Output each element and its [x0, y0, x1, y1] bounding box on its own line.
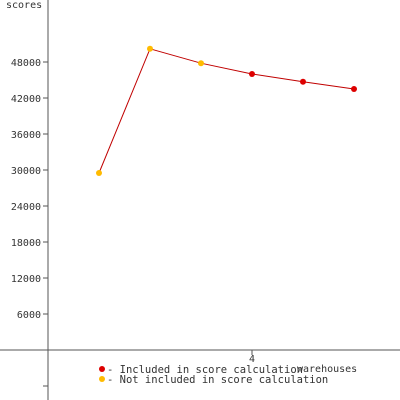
x-axis-label: warehouses	[297, 364, 357, 375]
y-tick-label: 24000	[11, 202, 41, 213]
legend: - Included in score calculation - Not in…	[99, 364, 328, 386]
legend-marker-not-included	[99, 376, 105, 382]
data-point-not-included	[198, 60, 204, 67]
data-point-included	[249, 71, 255, 77]
y-tick-label: 6000	[17, 310, 41, 321]
y-axis-label: scores	[6, 0, 42, 11]
series-line	[98, 48, 355, 174]
data-point-not-included	[147, 45, 153, 52]
x-tick-label: 4	[249, 354, 255, 365]
axis-ticks: 6000 12000 18000 24000 30000 36000 42000 48000 4	[11, 58, 255, 387]
y-tick-label: 48000	[11, 58, 41, 69]
y-tick-label: 18000	[11, 238, 41, 249]
legend-label-not-included: - Not included in score calculation	[107, 374, 328, 386]
legend-marker-included	[99, 366, 105, 372]
legend-label-included: - Included in score calculation	[107, 364, 303, 376]
y-tick-label: 12000	[11, 274, 41, 285]
y-tick-label: 30000	[11, 166, 41, 177]
y-tick-label: 36000	[11, 130, 41, 141]
data-point-not-included	[96, 170, 102, 176]
y-tick-label: 42000	[11, 94, 41, 105]
data-marks	[96, 45, 357, 176]
data-point-included	[300, 78, 306, 85]
data-point-included	[351, 86, 357, 92]
